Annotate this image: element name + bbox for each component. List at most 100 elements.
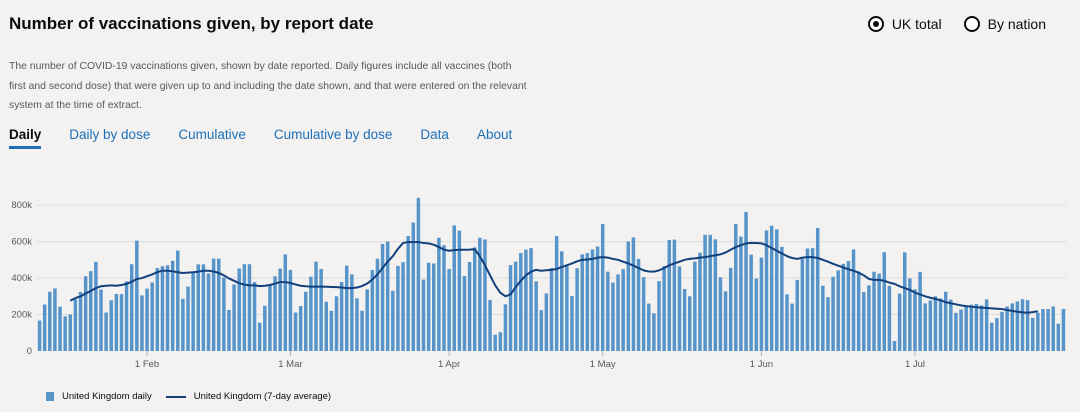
bar bbox=[58, 306, 62, 351]
bar bbox=[826, 297, 830, 351]
bar bbox=[903, 252, 907, 351]
x-tick-label: 1 Mar bbox=[278, 359, 302, 370]
bar bbox=[114, 293, 119, 351]
bar bbox=[769, 225, 774, 351]
bar bbox=[928, 300, 933, 351]
x-tick-label: 1 Apr bbox=[438, 359, 460, 370]
bar bbox=[1056, 323, 1061, 351]
bar bbox=[641, 277, 646, 351]
bar bbox=[73, 299, 78, 351]
bar bbox=[631, 237, 636, 351]
radio-by-nation[interactable]: By nation bbox=[963, 16, 1046, 32]
bar bbox=[350, 274, 354, 351]
bar bbox=[472, 247, 477, 351]
bar bbox=[1046, 309, 1050, 351]
bar bbox=[176, 250, 180, 351]
tab-about[interactable]: About bbox=[476, 127, 513, 142]
bar bbox=[360, 310, 364, 351]
bar bbox=[949, 299, 953, 351]
bar bbox=[815, 227, 820, 351]
bar bbox=[570, 295, 574, 351]
tab-bar: Daily Daily by dose Cumulative Cumulativ… bbox=[9, 127, 512, 149]
bar bbox=[728, 267, 733, 351]
bar bbox=[140, 295, 144, 351]
bar bbox=[94, 261, 98, 351]
radio-label-uk-total: UK total bbox=[891, 16, 942, 32]
bar bbox=[708, 234, 712, 351]
bar bbox=[396, 265, 400, 351]
bar bbox=[442, 245, 446, 351]
radio-unselected-icon[interactable] bbox=[963, 16, 980, 32]
bar bbox=[785, 294, 789, 351]
tab-cumulative[interactable]: Cumulative bbox=[178, 127, 246, 142]
bar bbox=[145, 288, 149, 351]
tab-daily[interactable]: Daily bbox=[9, 127, 42, 149]
bar bbox=[304, 291, 308, 351]
bar bbox=[508, 265, 513, 351]
bar bbox=[288, 269, 293, 351]
bar bbox=[887, 285, 892, 351]
bar bbox=[385, 241, 390, 351]
bar bbox=[165, 265, 170, 351]
bar bbox=[616, 274, 620, 351]
bar bbox=[1020, 299, 1025, 351]
bar bbox=[739, 236, 743, 351]
bar bbox=[862, 292, 866, 351]
bar bbox=[283, 254, 288, 351]
bar bbox=[1061, 308, 1066, 351]
bar bbox=[1025, 300, 1030, 351]
y-tick-label: 200k bbox=[11, 310, 32, 321]
bar bbox=[298, 305, 303, 351]
bar bbox=[749, 254, 753, 351]
bar bbox=[662, 266, 666, 351]
bar bbox=[37, 320, 42, 351]
bar bbox=[391, 290, 395, 351]
bar bbox=[421, 279, 426, 351]
bar bbox=[723, 291, 728, 351]
bar bbox=[329, 310, 334, 351]
radio-selected-icon[interactable] bbox=[867, 16, 884, 32]
bar bbox=[380, 243, 385, 351]
bar bbox=[744, 211, 748, 351]
x-tick-label: 1 Jul bbox=[905, 359, 925, 370]
tab-data[interactable]: Data bbox=[420, 127, 449, 142]
chart-legend: United Kingdom daily United Kingdom (7-d… bbox=[46, 391, 331, 402]
bar bbox=[252, 282, 257, 351]
bar bbox=[933, 296, 938, 351]
bar bbox=[344, 265, 349, 351]
bar bbox=[974, 303, 979, 351]
tab-daily-by-dose[interactable]: Daily by dose bbox=[69, 127, 151, 142]
bar bbox=[503, 304, 508, 351]
bar bbox=[355, 298, 359, 351]
bar bbox=[836, 270, 840, 351]
bar bbox=[590, 249, 595, 351]
bar bbox=[273, 276, 277, 351]
bar bbox=[206, 273, 211, 351]
bar bbox=[856, 271, 861, 351]
bar bbox=[278, 268, 282, 351]
bar bbox=[554, 236, 559, 351]
radio-uk-total[interactable]: UK total bbox=[867, 16, 942, 32]
bar bbox=[170, 260, 175, 351]
bar bbox=[1036, 312, 1040, 351]
bar bbox=[268, 284, 272, 351]
bar bbox=[698, 252, 702, 351]
bar bbox=[943, 291, 948, 351]
bar bbox=[309, 276, 313, 351]
tab-cumulative-by-dose[interactable]: Cumulative by dose bbox=[273, 127, 393, 142]
bar bbox=[872, 271, 876, 351]
seven-day-average-line bbox=[69, 240, 1039, 314]
bar bbox=[314, 261, 318, 351]
bar bbox=[775, 229, 779, 351]
bar bbox=[734, 224, 738, 351]
legend-label-daily: United Kingdom daily bbox=[62, 391, 152, 402]
bar bbox=[324, 301, 328, 351]
bar bbox=[800, 258, 805, 351]
bar bbox=[667, 239, 671, 351]
bar bbox=[595, 246, 600, 351]
bar bbox=[447, 268, 451, 351]
bar bbox=[89, 271, 93, 351]
legend-bar-swatch bbox=[46, 392, 54, 401]
bar bbox=[119, 294, 124, 351]
bar bbox=[416, 197, 421, 351]
